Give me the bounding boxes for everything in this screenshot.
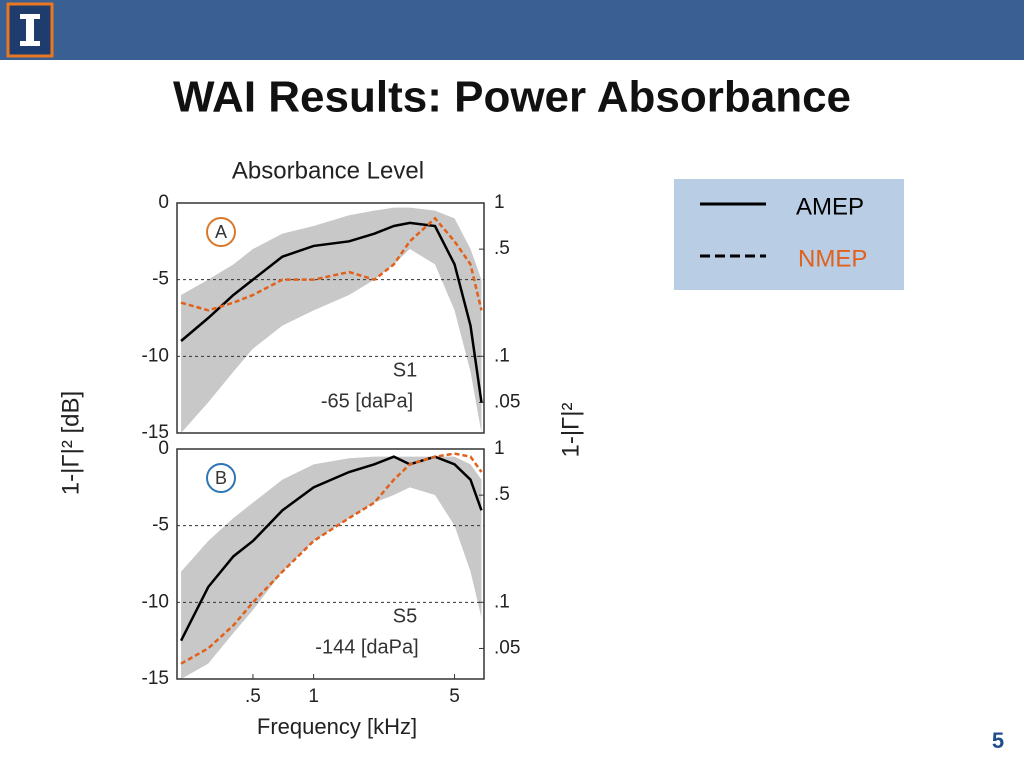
legend-label: AMEP — [796, 193, 864, 220]
x-axis-label: Frequency [kHz] — [257, 714, 417, 739]
y2-tick-label: 1 — [494, 192, 505, 213]
legend-box — [674, 179, 904, 290]
logo-mark — [20, 14, 40, 46]
panel-label-ring — [206, 217, 236, 247]
series-line — [179, 455, 483, 642]
y2-tick-label: .5 — [494, 238, 510, 259]
panel-label: B — [215, 468, 227, 488]
y-axis-label: 1-|Γ|² [dB] — [57, 391, 84, 495]
x-tick-label: .5 — [245, 686, 261, 707]
normative-band — [181, 207, 482, 433]
series-line — [180, 216, 483, 312]
series-line — [180, 452, 483, 665]
y-tick-label: -10 — [142, 345, 169, 366]
y-tick-label: -15 — [142, 422, 169, 443]
page-number: 5 — [992, 728, 1004, 753]
y2-tick-label: .05 — [494, 391, 520, 412]
slide-title: WAI Results: Power Absorbance — [173, 73, 851, 122]
y2-tick-label: .05 — [494, 637, 520, 658]
chart-title: Absorbance Level — [232, 157, 424, 184]
y-tick-label: -15 — [142, 668, 169, 689]
panel-label-ring — [206, 463, 236, 493]
series-line — [180, 221, 483, 403]
annotation: S5 — [393, 605, 417, 627]
annotation: S1 — [393, 359, 417, 381]
y-tick-label: 0 — [158, 192, 169, 213]
legend-label: NMEP — [798, 245, 867, 272]
y2-tick-label: .1 — [494, 591, 510, 612]
y2-axis-label: 1-|Γ|² — [557, 402, 584, 457]
logo — [6, 2, 54, 58]
y-tick-label: -5 — [152, 515, 169, 536]
x-tick-label: 5 — [449, 686, 460, 707]
y-tick-label: 0 — [158, 438, 169, 459]
normative-band — [181, 456, 482, 679]
header-bar — [0, 0, 1024, 60]
plot-frame — [176, 448, 485, 680]
y-tick-label: -5 — [152, 269, 169, 290]
y2-tick-label: .5 — [494, 484, 510, 505]
x-tick-label: 1 — [308, 686, 319, 707]
annotation: -144 [daPa] — [315, 636, 418, 658]
y2-tick-label: .1 — [494, 345, 510, 366]
y-tick-label: -10 — [142, 591, 169, 612]
y2-tick-label: 1 — [494, 438, 505, 459]
annotation: -65 [daPa] — [321, 390, 413, 412]
plot-frame — [176, 202, 485, 434]
panel-label: A — [215, 222, 227, 242]
